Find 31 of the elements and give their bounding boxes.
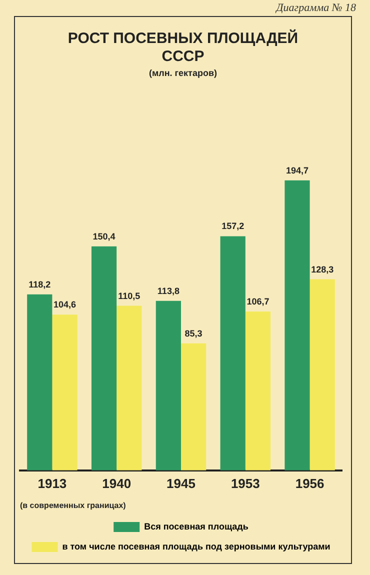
x-tick-label: 1945: [166, 476, 196, 491]
bar: [245, 311, 271, 470]
text: (в современных границах): [20, 501, 126, 510]
bar: [91, 246, 117, 470]
x-tick-label: 1913: [38, 476, 67, 491]
data-label: 150,4: [92, 231, 116, 242]
chart-title: РОСТ ПОСЕВНЫХ ПЛОЩАДЕЙ СССР: [66, 30, 300, 66]
data-label: 110,5: [118, 290, 140, 301]
x-tick-label: 1940: [102, 476, 132, 491]
data-label: 194,7: [286, 165, 309, 176]
bar: [310, 279, 335, 470]
bar: [284, 180, 310, 470]
bar: [27, 294, 52, 470]
legend-label: Вся посевная площадь: [144, 521, 249, 532]
bar: [116, 306, 142, 470]
chart-subtitle: (млн. гектаров): [148, 68, 218, 78]
bar: [52, 314, 78, 470]
bar: [156, 300, 181, 470]
text: Диаграмма № 18: [276, 2, 356, 14]
data-label: 118,2: [28, 279, 51, 290]
data-label: 85,3: [184, 328, 202, 338]
data-label: 104,6: [53, 300, 76, 310]
data-label: 106,7: [246, 296, 270, 306]
data-label: 113,8: [157, 286, 180, 296]
x-tick-label: 1956: [295, 476, 324, 491]
x-tick-label: 1953: [230, 476, 260, 491]
data-label: 128,3: [311, 264, 334, 274]
data-label: 157,2: [222, 221, 244, 232]
bar: [220, 236, 246, 470]
legend-label: в том числе посевная площадь под зерновыми культурами: [62, 541, 330, 552]
bar: [181, 343, 206, 470]
